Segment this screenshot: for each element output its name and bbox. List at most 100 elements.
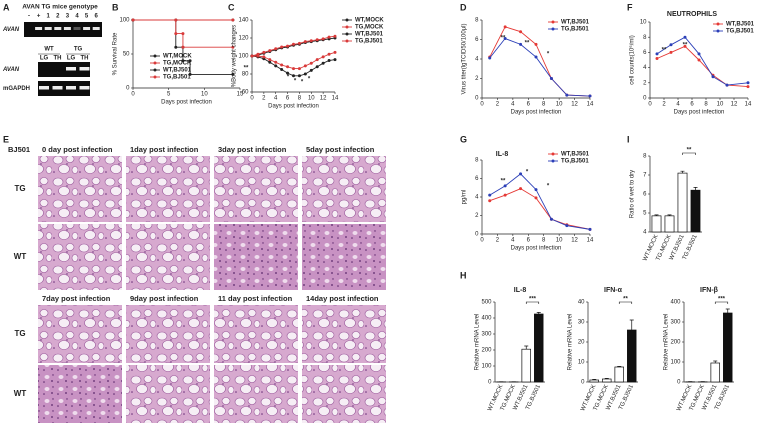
- x-tick-label: 12: [731, 102, 738, 108]
- y-axis-label: Ratio of wet to dry: [630, 170, 636, 218]
- bar: [710, 362, 720, 383]
- point: [292, 67, 295, 71]
- point: [519, 187, 523, 191]
- annotation: **: [687, 148, 692, 154]
- point: [286, 44, 290, 48]
- histology-image: [302, 156, 386, 222]
- x-tick-label: 0: [480, 238, 484, 244]
- bar: [677, 172, 688, 233]
- annotation: *: [547, 52, 550, 58]
- y-tick-label: 0: [475, 232, 479, 238]
- error-bar: [725, 308, 730, 313]
- point: [297, 41, 301, 45]
- x-tick-label: 10: [308, 96, 315, 102]
- histology-image: [214, 224, 298, 290]
- chart-title: IFN-α: [604, 287, 623, 294]
- point: [280, 45, 284, 49]
- y-tick-label: 0: [677, 380, 681, 386]
- annotation: ***: [718, 297, 726, 303]
- point: [565, 224, 569, 228]
- histology-image: [302, 305, 386, 363]
- y-tick-label: 4: [643, 65, 647, 71]
- gel-lane: TH: [81, 56, 89, 62]
- point: [286, 71, 290, 75]
- histology-label: BJ501: [8, 145, 30, 154]
- histology-column: 7day post infection: [42, 294, 111, 303]
- histology-column: 0 day post infection: [42, 145, 113, 154]
- x-tick-label: 14: [745, 102, 752, 108]
- annotation: *: [308, 77, 311, 83]
- point: [503, 37, 507, 41]
- point: [188, 59, 192, 63]
- gel-lane: TH: [54, 56, 62, 62]
- legend-label: WT,BJ501: [561, 152, 590, 158]
- y-tick-label: 6: [475, 37, 479, 43]
- y-tick-label: 10: [640, 20, 647, 26]
- legend-marker: [153, 54, 157, 58]
- histology-row: WT: [14, 252, 27, 261]
- gel-band: [79, 67, 90, 71]
- x-tick-label: 2: [496, 238, 500, 244]
- point: [297, 67, 301, 71]
- series-line: [252, 51, 336, 70]
- gel-row-label: AVAN: [2, 27, 20, 33]
- x-tick-label: 2: [662, 102, 666, 108]
- y-tick-label: 2: [643, 80, 647, 86]
- x-tick-label: 6: [527, 238, 531, 244]
- point: [309, 39, 313, 43]
- histology-image: [126, 365, 210, 423]
- point: [315, 65, 319, 69]
- gel-band: [52, 86, 63, 90]
- point: [683, 35, 687, 39]
- gel-group: WT: [44, 47, 54, 53]
- point: [746, 85, 750, 89]
- x-axis-label: Days post infection: [511, 110, 562, 116]
- legend-marker: [345, 32, 349, 36]
- legend-label: WT,BJ501: [726, 22, 755, 28]
- bar: [534, 313, 544, 383]
- y-tick-label: 2: [475, 76, 479, 82]
- x-axis-label: Days post infection: [511, 246, 562, 252]
- annotation: *: [294, 79, 297, 85]
- gel-lane: 2: [56, 14, 60, 20]
- point: [519, 30, 523, 34]
- point: [280, 68, 284, 71]
- y-tick-label: 50: [123, 52, 130, 58]
- gel-band: [54, 27, 62, 30]
- y-tick-label: 100: [238, 54, 249, 60]
- bar: [589, 379, 599, 383]
- legend-label: TG,BJ501: [561, 27, 589, 33]
- legend-label: WT,MOCK: [355, 18, 384, 24]
- legend-marker: [551, 159, 555, 163]
- gel-band: [39, 86, 49, 90]
- histology-column: 3day post infection: [218, 145, 287, 154]
- histology-row: WT: [14, 389, 27, 398]
- histology-image: [38, 156, 122, 222]
- y-tick-label: 0: [643, 96, 647, 102]
- point: [321, 55, 325, 59]
- histology-image: [214, 365, 298, 423]
- y-tick-label: 4: [475, 195, 479, 201]
- gel-band: [73, 27, 81, 30]
- y-axis-label: cell counts(10⁶/ml): [629, 35, 636, 85]
- histology-image: [126, 156, 210, 222]
- y-tick-label: 200: [670, 340, 681, 346]
- y-tick-label: 4: [643, 230, 647, 236]
- point: [181, 45, 185, 49]
- y-axis-label: Relative mRNA Level: [475, 314, 481, 371]
- point: [256, 54, 260, 58]
- annotation: *: [547, 184, 550, 190]
- legend-marker: [551, 27, 555, 31]
- error-bar: [592, 379, 597, 380]
- point: [268, 58, 272, 62]
- point: [503, 193, 507, 197]
- y-axis-label: %Body weight changes: [232, 25, 238, 87]
- point: [488, 199, 492, 203]
- y-tick-label: 0: [581, 380, 585, 386]
- gel-band: [66, 86, 76, 90]
- y-tick-label: 300: [481, 332, 492, 338]
- gel-row-label: AVAN: [2, 67, 20, 73]
- annotation: **: [501, 179, 506, 185]
- histology-image: [302, 224, 386, 290]
- histology-column: 1day post infection: [130, 145, 199, 154]
